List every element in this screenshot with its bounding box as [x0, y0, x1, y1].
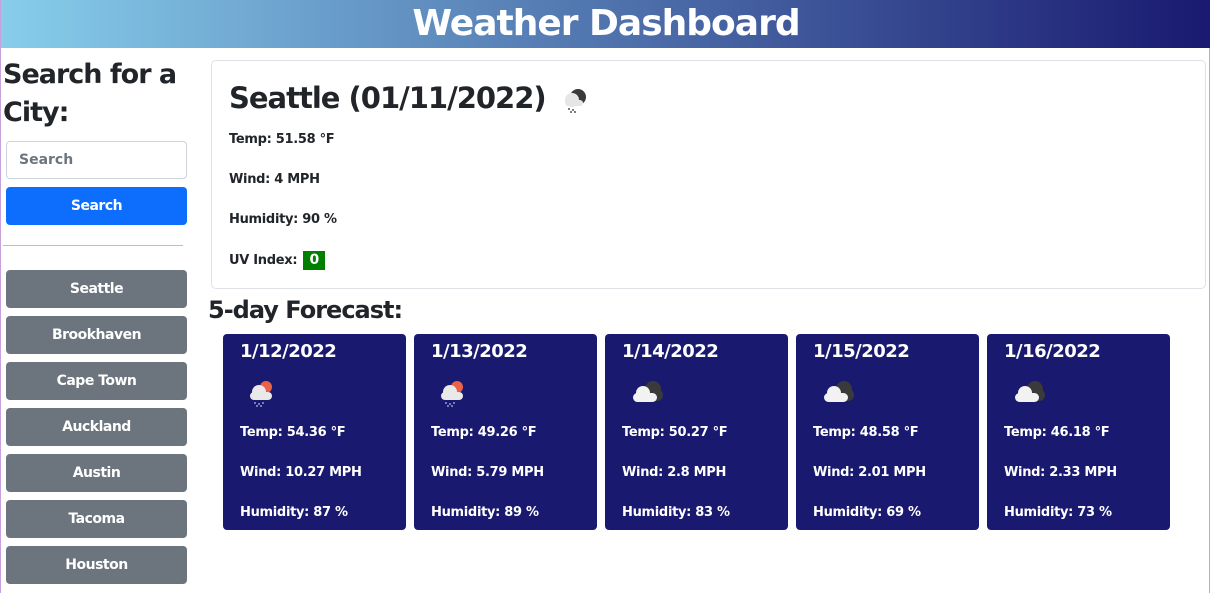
current-weather-card: Seattle (01/11/2022) Temp: 51.58 °F Wind… [211, 60, 1206, 289]
search-history: Seattle Brookhaven Cape Town Auckland Au… [6, 270, 187, 592]
current-uv: UV Index: 0 [229, 251, 325, 270]
search-input[interactable] [6, 141, 187, 179]
forecast-wind: Wind: 2.01 MPH [813, 465, 926, 480]
forecast-date: 1/16/2022 [1004, 341, 1101, 362]
uv-label: UV Index: [229, 253, 298, 268]
history-button-cape-town[interactable]: Cape Town [6, 362, 187, 400]
current-temp: Temp: 51.58 °F [229, 132, 335, 147]
forecast-humidity: Humidity: 89 % [431, 505, 539, 520]
divider [3, 245, 183, 246]
current-title-row: Seattle (01/11/2022) [229, 77, 590, 119]
history-button-brookhaven[interactable]: Brookhaven [6, 316, 187, 354]
forecast-cards: 1/12/2022 Temp: 54.36 °F Wind: 10.27 MPH… [223, 334, 1170, 530]
history-button-austin[interactable]: Austin [6, 454, 187, 492]
history-button-auckland[interactable]: Auckland [6, 408, 187, 446]
forecast-date: 1/15/2022 [813, 341, 910, 362]
rain-cloud-icon [560, 85, 590, 119]
search-button[interactable]: Search [6, 187, 187, 225]
forecast-humidity: Humidity: 73 % [1004, 505, 1112, 520]
forecast-date: 1/13/2022 [431, 341, 528, 362]
current-city-date: Seattle (01/11/2022) [229, 81, 547, 115]
uv-badge: 0 [303, 251, 325, 270]
forecast-heading: 5-day Forecast: [208, 296, 403, 324]
forecast-wind: Wind: 2.8 MPH [622, 465, 727, 480]
sun-rain-cloud-icon [245, 378, 279, 412]
search-heading: Search for a City: [3, 59, 177, 128]
history-button-tacoma[interactable]: Tacoma [6, 500, 187, 538]
forecast-humidity: Humidity: 83 % [622, 505, 730, 520]
forecast-wind: Wind: 10.27 MPH [240, 465, 362, 480]
history-button-seattle[interactable]: Seattle [6, 270, 187, 308]
forecast-card: 1/16/2022 Temp: 46.18 °F Wind: 2.33 MPH … [987, 334, 1170, 530]
forecast-humidity: Humidity: 87 % [240, 505, 348, 520]
forecast-card: 1/12/2022 Temp: 54.36 °F Wind: 10.27 MPH… [223, 334, 406, 530]
forecast-wind: Wind: 5.79 MPH [431, 465, 544, 480]
forecast-card: 1/13/2022 Temp: 49.26 °F Wind: 5.79 MPH … [414, 334, 597, 530]
forecast-temp: Temp: 49.26 °F [431, 425, 537, 440]
forecast-card: 1/14/2022 Temp: 50.27 °F Wind: 2.8 MPH H… [605, 334, 788, 530]
forecast-humidity: Humidity: 69 % [813, 505, 921, 520]
cloudy-icon [1009, 378, 1049, 412]
forecast-date: 1/12/2022 [240, 341, 337, 362]
app-title: Weather Dashboard [412, 3, 800, 44]
cloudy-icon [627, 378, 667, 412]
forecast-wind: Wind: 2.33 MPH [1004, 465, 1117, 480]
forecast-card: 1/15/2022 Temp: 48.58 °F Wind: 2.01 MPH … [796, 334, 979, 530]
cloudy-icon [818, 378, 858, 412]
sun-rain-cloud-icon [436, 378, 470, 412]
forecast-temp: Temp: 50.27 °F [622, 425, 728, 440]
forecast-temp: Temp: 48.58 °F [813, 425, 919, 440]
history-button-houston[interactable]: Houston [6, 546, 187, 584]
current-humidity: Humidity: 90 % [229, 212, 337, 227]
forecast-temp: Temp: 54.36 °F [240, 425, 346, 440]
current-wind: Wind: 4 MPH [229, 172, 320, 187]
forecast-date: 1/14/2022 [622, 341, 719, 362]
app-header: Weather Dashboard [1, 0, 1210, 48]
forecast-temp: Temp: 46.18 °F [1004, 425, 1110, 440]
